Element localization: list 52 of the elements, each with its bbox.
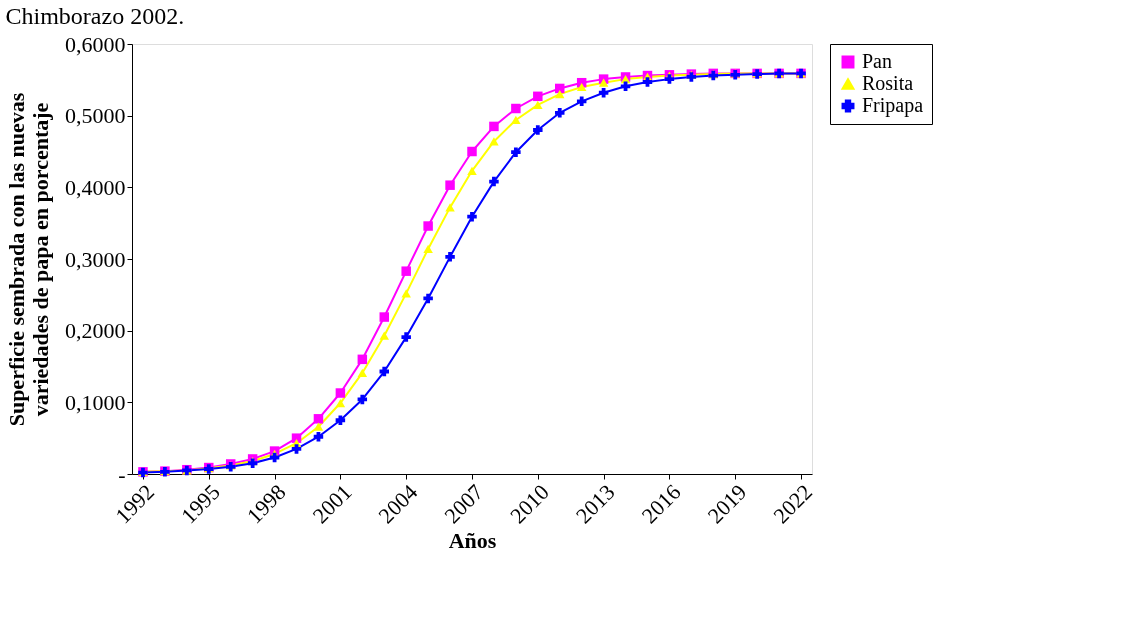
point: [379, 331, 389, 340]
y-tick-label: 0,1000: [65, 389, 126, 415]
x-axis-title: Años: [448, 528, 497, 554]
point: [555, 90, 565, 99]
point: [335, 388, 346, 398]
point: [533, 100, 543, 110]
point: [291, 444, 302, 454]
point: [401, 289, 411, 298]
point: [664, 74, 675, 84]
point: [313, 414, 324, 424]
point: [467, 166, 477, 175]
y-tick-label: 0,2000: [65, 318, 126, 344]
y-tick-label: -: [118, 461, 126, 487]
point: [489, 137, 499, 146]
point: [533, 125, 543, 135]
point: [445, 203, 455, 212]
legend-label: Rosita: [862, 72, 914, 94]
point: [467, 146, 477, 157]
point: [357, 368, 368, 378]
y-tick-label: 0,4000: [65, 174, 126, 200]
y-tick-label: 0,6000: [65, 31, 126, 57]
point: [576, 96, 587, 107]
point: [489, 121, 499, 132]
point: [423, 221, 433, 231]
point: [511, 115, 521, 125]
point: [533, 91, 543, 102]
point: [401, 332, 411, 342]
point: [555, 108, 565, 118]
point: [357, 354, 368, 365]
point: [401, 266, 411, 276]
point: [467, 211, 477, 222]
point: [511, 147, 521, 157]
y-axis-title: Superficie sembrada con las nuevas variedades de papa en porcentaje: [4, 92, 53, 427]
point: [379, 312, 389, 322]
y-tick-label: 0,5000: [65, 103, 126, 129]
point: [445, 180, 455, 190]
point: [598, 78, 609, 87]
y-tick-label: 0,3000: [65, 246, 126, 272]
point: [576, 82, 587, 92]
point: [489, 176, 499, 187]
point: [598, 87, 609, 98]
legend-label: Fripapa: [862, 94, 924, 117]
point: [335, 398, 346, 408]
point: [313, 422, 324, 431]
point: [423, 244, 433, 254]
point: [511, 103, 521, 114]
point: [445, 252, 455, 262]
point: [642, 77, 653, 87]
point: [423, 293, 433, 304]
point: [335, 415, 346, 425]
chart-title: Chimborazo 2002.: [5, 3, 185, 29]
legend-label: Pan: [862, 50, 892, 72]
